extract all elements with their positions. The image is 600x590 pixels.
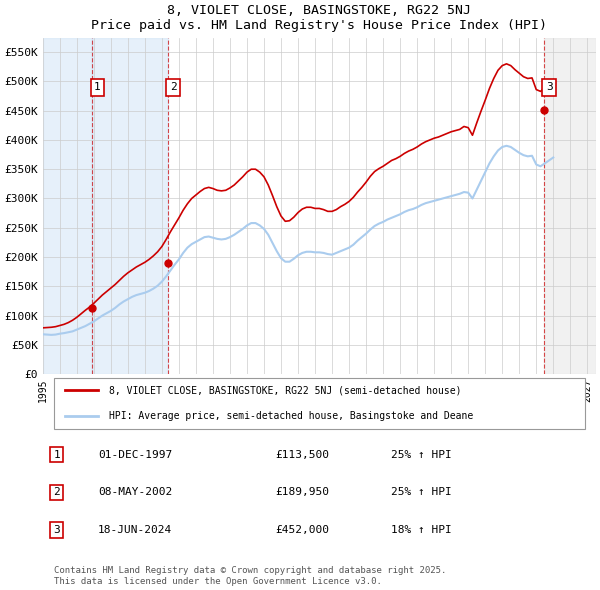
- Text: 01-DEC-1997: 01-DEC-1997: [98, 450, 172, 460]
- Text: HPI: Average price, semi-detached house, Basingstoke and Deane: HPI: Average price, semi-detached house,…: [109, 411, 473, 421]
- FancyBboxPatch shape: [54, 378, 585, 429]
- Title: 8, VIOLET CLOSE, BASINGSTOKE, RG22 5NJ
Price paid vs. HM Land Registry's House P: 8, VIOLET CLOSE, BASINGSTOKE, RG22 5NJ P…: [91, 4, 547, 32]
- Text: 25% ↑ HPI: 25% ↑ HPI: [391, 487, 452, 497]
- Text: 1: 1: [94, 82, 101, 92]
- Text: 25% ↑ HPI: 25% ↑ HPI: [391, 450, 452, 460]
- Text: 08-MAY-2002: 08-MAY-2002: [98, 487, 172, 497]
- Bar: [43, 38, 92, 374]
- Text: Contains HM Land Registry data © Crown copyright and database right 2025.
This d: Contains HM Land Registry data © Crown c…: [54, 566, 446, 586]
- Text: 3: 3: [53, 525, 60, 535]
- Text: 18% ↑ HPI: 18% ↑ HPI: [391, 525, 452, 535]
- Text: £452,000: £452,000: [275, 525, 329, 535]
- Text: 1: 1: [53, 450, 60, 460]
- Text: 18-JUN-2024: 18-JUN-2024: [98, 525, 172, 535]
- Text: 3: 3: [546, 82, 553, 92]
- Text: £113,500: £113,500: [275, 450, 329, 460]
- Text: £189,950: £189,950: [275, 487, 329, 497]
- Text: 8, VIOLET CLOSE, BASINGSTOKE, RG22 5NJ (semi-detached house): 8, VIOLET CLOSE, BASINGSTOKE, RG22 5NJ (…: [109, 385, 461, 395]
- Bar: [92, 38, 168, 374]
- Text: 2: 2: [170, 82, 176, 92]
- Bar: [544, 38, 596, 374]
- Text: 2: 2: [53, 487, 60, 497]
